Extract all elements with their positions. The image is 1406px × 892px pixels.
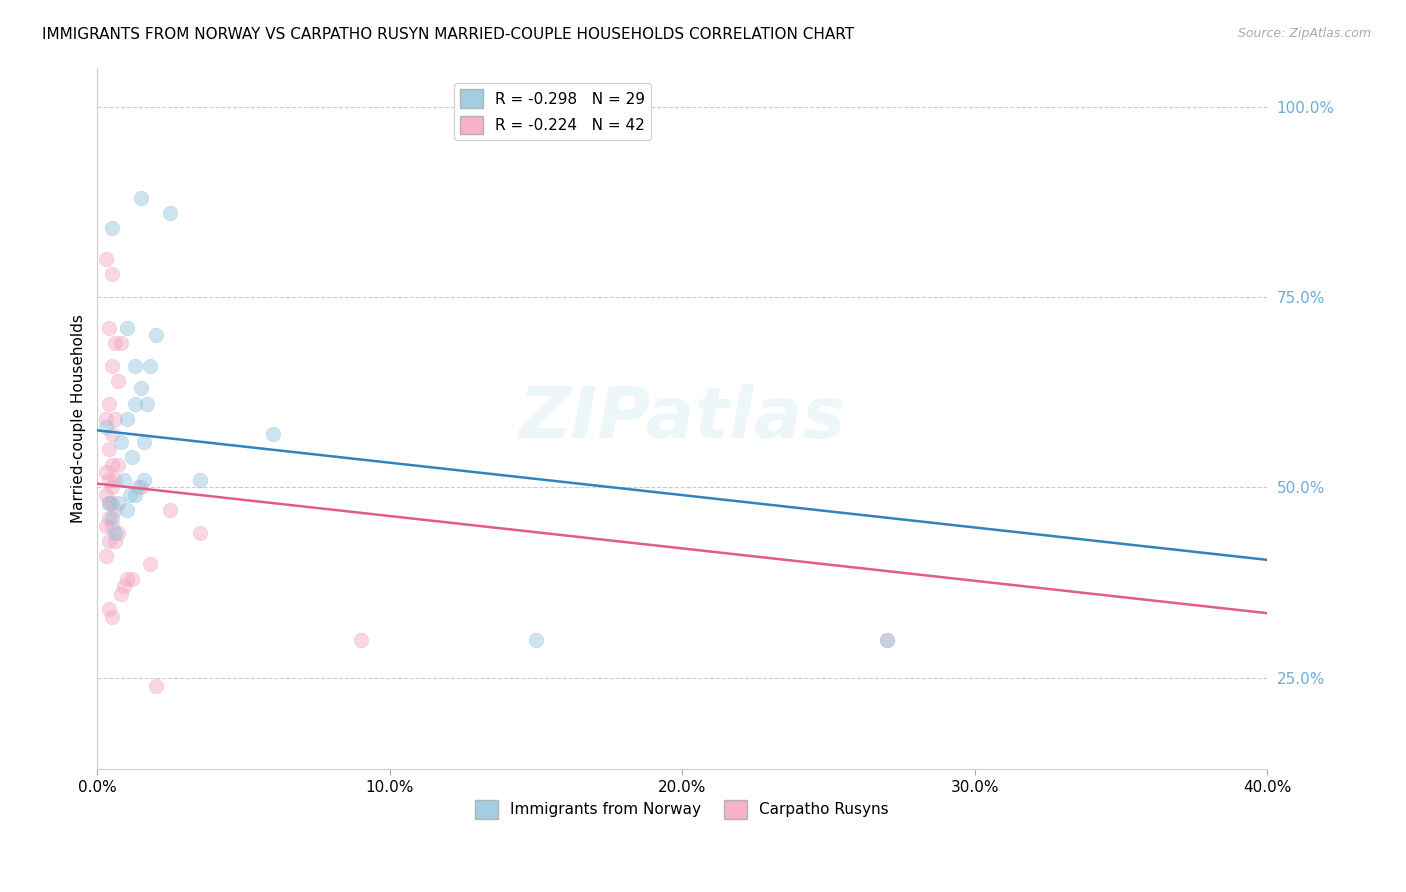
Point	[94, 549, 117, 563]
Point	[159, 503, 181, 517]
Point	[124, 488, 146, 502]
Point	[107, 458, 129, 472]
Point	[262, 427, 284, 442]
Point	[107, 496, 129, 510]
Point	[101, 518, 124, 533]
Point	[94, 465, 117, 479]
Point	[118, 488, 141, 502]
Legend: Immigrants from Norway, Carpatho Rusyns: Immigrants from Norway, Carpatho Rusyns	[470, 794, 896, 825]
Point	[98, 397, 121, 411]
Point	[110, 434, 132, 449]
Point	[107, 526, 129, 541]
Point	[104, 335, 127, 350]
Point	[115, 412, 138, 426]
Point	[98, 511, 121, 525]
Point	[94, 252, 117, 266]
Point	[524, 632, 547, 647]
Point	[98, 473, 121, 487]
Point	[101, 427, 124, 442]
Point	[101, 610, 124, 624]
Point	[188, 473, 211, 487]
Point	[94, 488, 117, 502]
Point	[98, 533, 121, 548]
Point	[110, 587, 132, 601]
Point	[134, 473, 156, 487]
Point	[104, 503, 127, 517]
Point	[127, 480, 149, 494]
Point	[159, 206, 181, 220]
Point	[145, 328, 167, 343]
Point	[101, 480, 124, 494]
Point	[112, 473, 135, 487]
Point	[101, 511, 124, 525]
Point	[188, 526, 211, 541]
Point	[94, 419, 117, 434]
Point	[129, 480, 152, 494]
Point	[104, 473, 127, 487]
Point	[876, 632, 898, 647]
Point	[104, 412, 127, 426]
Text: IMMIGRANTS FROM NORWAY VS CARPATHO RUSYN MARRIED-COUPLE HOUSEHOLDS CORRELATION C: IMMIGRANTS FROM NORWAY VS CARPATHO RUSYN…	[42, 27, 855, 42]
Point	[94, 412, 117, 426]
Text: Source: ZipAtlas.com: Source: ZipAtlas.com	[1237, 27, 1371, 40]
Point	[124, 397, 146, 411]
Point	[115, 320, 138, 334]
Point	[121, 450, 143, 464]
Point	[98, 496, 121, 510]
Point	[134, 434, 156, 449]
Point	[101, 221, 124, 235]
Point	[136, 397, 159, 411]
Point	[349, 632, 371, 647]
Point	[101, 359, 124, 373]
Point	[98, 602, 121, 616]
Point	[115, 503, 138, 517]
Point	[139, 557, 162, 571]
Point	[94, 518, 117, 533]
Point	[121, 572, 143, 586]
Point	[115, 572, 138, 586]
Text: ZIPatlas: ZIPatlas	[519, 384, 846, 453]
Point	[876, 632, 898, 647]
Point	[129, 381, 152, 395]
Point	[139, 359, 162, 373]
Point	[101, 267, 124, 281]
Point	[101, 496, 124, 510]
Point	[124, 359, 146, 373]
Point	[98, 320, 121, 334]
Point	[98, 442, 121, 457]
Point	[104, 533, 127, 548]
Point	[107, 374, 129, 388]
Point	[110, 335, 132, 350]
Point	[129, 191, 152, 205]
Point	[104, 526, 127, 541]
Y-axis label: Married-couple Households: Married-couple Households	[72, 315, 86, 524]
Point	[112, 580, 135, 594]
Point	[98, 496, 121, 510]
Point	[145, 679, 167, 693]
Point	[101, 458, 124, 472]
